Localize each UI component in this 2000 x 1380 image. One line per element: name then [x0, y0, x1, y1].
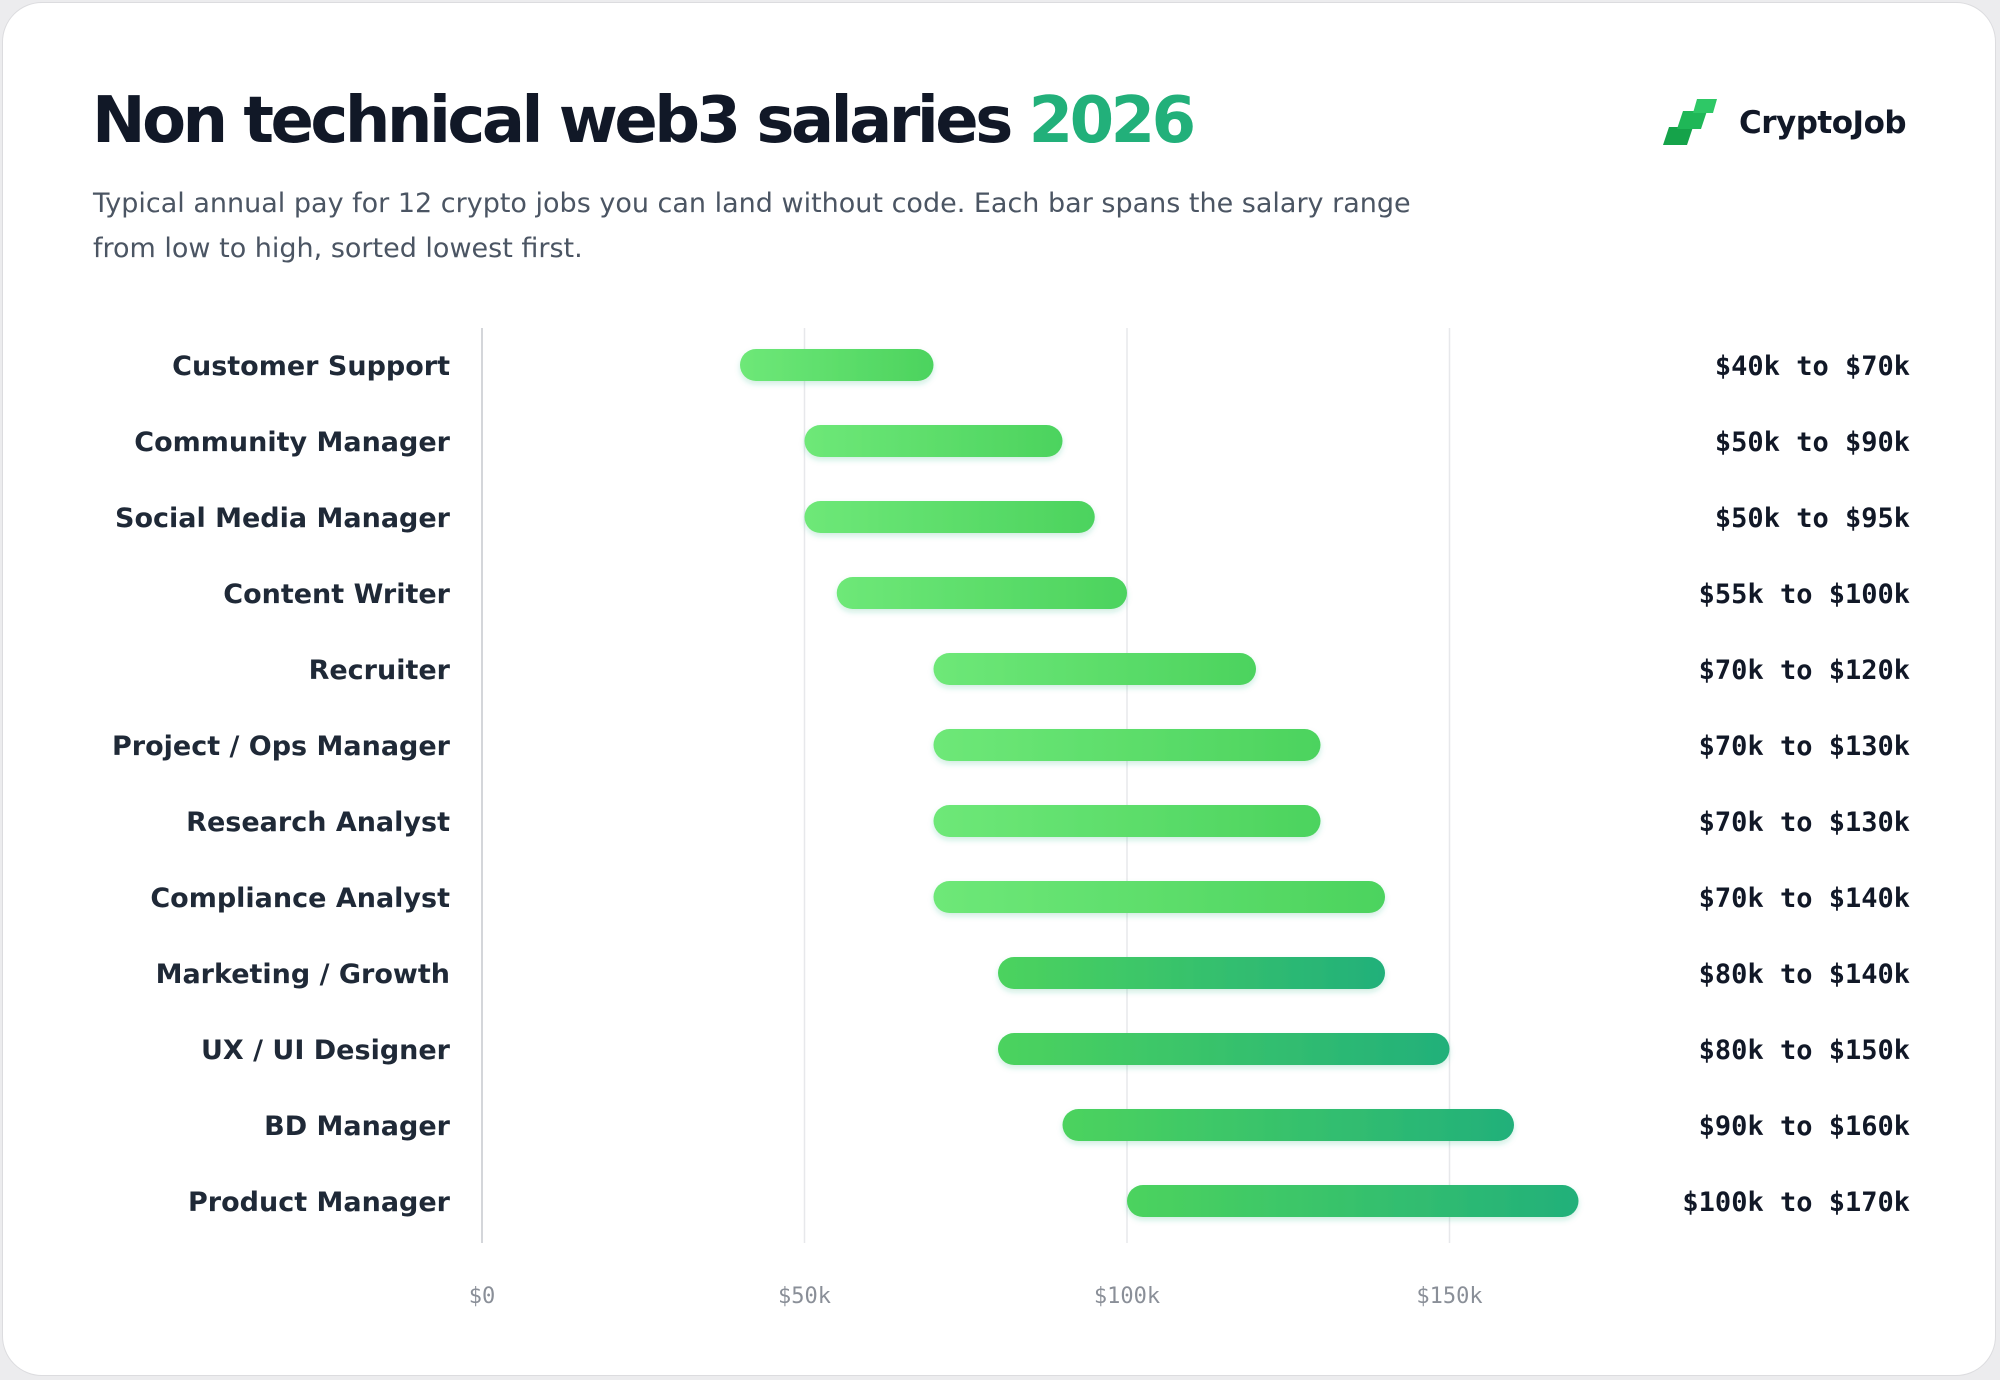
- salary-range-bar: [1062, 1109, 1514, 1141]
- subtitle-line-1: Typical annual pay for 12 crypto jobs yo…: [93, 188, 1411, 219]
- salary-range-bar: [740, 349, 934, 381]
- salary-range-bar: [933, 881, 1385, 913]
- x-axis-ticks: $0 $50k $100k $150k: [469, 1284, 1483, 1309]
- title-year: 2026: [1028, 84, 1197, 158]
- category-label: Content Writer: [223, 579, 450, 610]
- salary-range-bar: [836, 577, 1127, 609]
- value-label: $100k to $170k: [1682, 1187, 1910, 1218]
- subtitle-line-2: from low to high, sorted lowest first.: [93, 233, 583, 264]
- brand-logo: CryptoJob: [1663, 95, 1907, 151]
- value-label: $55k to $100k: [1699, 579, 1910, 610]
- salary-range-bar: [804, 501, 1095, 533]
- salary-range-bar: [933, 729, 1321, 761]
- value-label: $70k to $120k: [1699, 655, 1910, 686]
- value-label: $70k to $130k: [1699, 807, 1910, 838]
- value-label: $50k to $95k: [1715, 503, 1910, 534]
- category-label: Community Manager: [134, 427, 450, 458]
- brand-name: CryptoJob: [1739, 105, 1907, 141]
- gridlines: [481, 328, 1451, 1243]
- value-label: $70k to $140k: [1699, 883, 1910, 914]
- value-label: $90k to $160k: [1699, 1111, 1910, 1142]
- value-label: $80k to $140k: [1699, 959, 1910, 990]
- category-label: Compliance Analyst: [150, 883, 450, 914]
- category-label: BD Manager: [264, 1111, 451, 1142]
- category-label: Product Manager: [188, 1187, 451, 1218]
- title-text: Non technical web3 salaries: [92, 84, 1013, 158]
- value-labels: $40k to $70k $50k to $90k $50k to $95k $55k…: [1682, 351, 1910, 1218]
- salary-range-bar: [998, 957, 1385, 989]
- chart-subtitle: Typical annual pay for 12 crypto jobs yo…: [93, 181, 1413, 271]
- value-label: $70k to $130k: [1699, 731, 1910, 762]
- category-label: Recruiter: [309, 655, 451, 686]
- x-tick-label: $150k: [1416, 1284, 1482, 1309]
- cryptojob-logo-icon: [1663, 99, 1717, 145]
- salary-range-bar: [998, 1033, 1450, 1065]
- value-label: $40k to $70k: [1715, 351, 1910, 382]
- salary-range-bar: [933, 805, 1321, 837]
- salary-range-bar: [933, 653, 1256, 685]
- salary-range-bar: [1127, 1185, 1579, 1217]
- value-label: $80k to $150k: [1699, 1035, 1910, 1066]
- x-tick-label: $0: [469, 1284, 496, 1309]
- value-label: $50k to $90k: [1715, 427, 1910, 458]
- category-label: Research Analyst: [186, 807, 450, 838]
- category-label: UX / UI Designer: [201, 1035, 451, 1066]
- category-label: Customer Support: [172, 351, 450, 382]
- category-labels: Customer Support Community Manager Social …: [112, 351, 451, 1218]
- category-label: Project / Ops Manager: [112, 731, 451, 762]
- bars: [740, 349, 1579, 1217]
- chart-title: Non technical web3 salaries 2026: [92, 81, 1197, 161]
- x-tick-label: $50k: [778, 1284, 831, 1309]
- category-label: Social Media Manager: [115, 503, 451, 534]
- x-tick-label: $100k: [1094, 1284, 1160, 1309]
- category-label: Marketing / Growth: [156, 959, 450, 990]
- salary-range-bar: [804, 425, 1063, 457]
